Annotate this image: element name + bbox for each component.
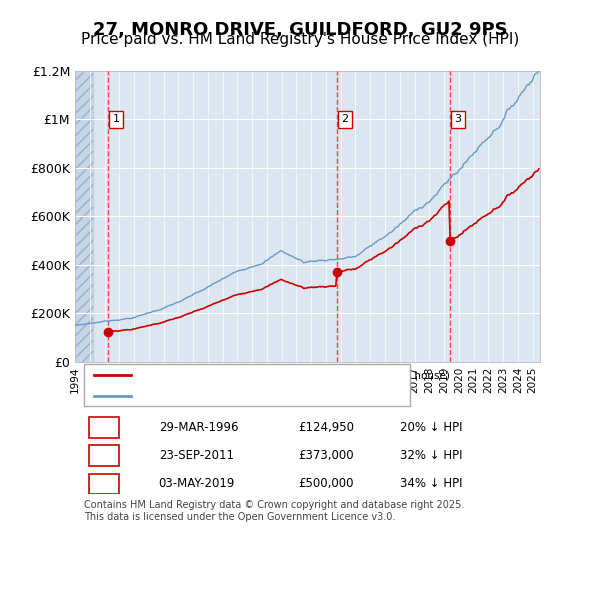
Text: Price paid vs. HM Land Registry's House Price Index (HPI): Price paid vs. HM Land Registry's House … bbox=[81, 32, 519, 47]
Text: 3: 3 bbox=[455, 114, 461, 124]
Text: 29-MAR-1996: 29-MAR-1996 bbox=[158, 421, 238, 434]
Text: 2: 2 bbox=[341, 114, 349, 124]
FancyBboxPatch shape bbox=[89, 445, 119, 466]
Text: £500,000: £500,000 bbox=[298, 477, 354, 490]
FancyBboxPatch shape bbox=[89, 417, 119, 438]
Bar bbox=[75, 71, 94, 362]
Text: £124,950: £124,950 bbox=[298, 421, 354, 434]
Bar bbox=[75, 71, 94, 362]
Text: 27, MONRO DRIVE, GUILDFORD, GU2 9PS: 27, MONRO DRIVE, GUILDFORD, GU2 9PS bbox=[92, 21, 508, 39]
Text: 1: 1 bbox=[100, 421, 108, 434]
Text: 20% ↓ HPI: 20% ↓ HPI bbox=[401, 421, 463, 434]
FancyBboxPatch shape bbox=[89, 474, 119, 494]
FancyBboxPatch shape bbox=[84, 365, 410, 407]
Text: 1: 1 bbox=[113, 114, 119, 124]
Text: HPI: Average price, detached house, Guildford: HPI: Average price, detached house, Guil… bbox=[140, 391, 382, 401]
Text: 3: 3 bbox=[100, 477, 108, 490]
Text: 34% ↓ HPI: 34% ↓ HPI bbox=[401, 477, 463, 490]
Text: Contains HM Land Registry data © Crown copyright and database right 2025.
This d: Contains HM Land Registry data © Crown c… bbox=[84, 500, 464, 522]
Text: 2: 2 bbox=[100, 449, 108, 462]
Text: 03-MAY-2019: 03-MAY-2019 bbox=[158, 477, 235, 490]
Text: 23-SEP-2011: 23-SEP-2011 bbox=[158, 449, 234, 462]
Text: £373,000: £373,000 bbox=[298, 449, 354, 462]
Text: 27, MONRO DRIVE, GUILDFORD, GU2 9PS (detached house): 27, MONRO DRIVE, GUILDFORD, GU2 9PS (det… bbox=[140, 370, 450, 380]
Text: 32% ↓ HPI: 32% ↓ HPI bbox=[401, 449, 463, 462]
